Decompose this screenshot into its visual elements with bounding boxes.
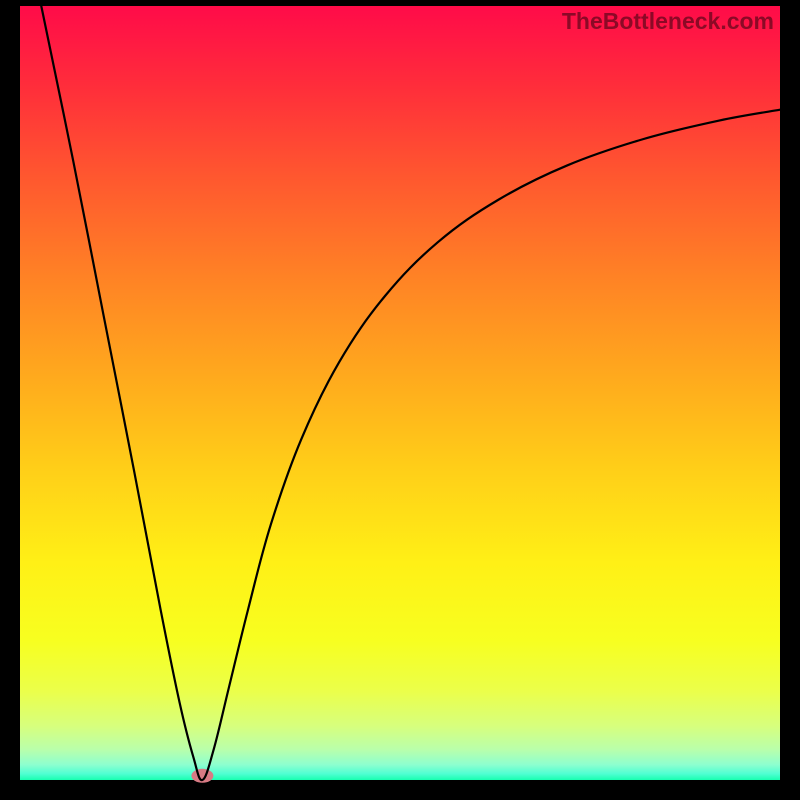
plot-area: TheBottleneck.com bbox=[20, 6, 780, 780]
watermark-text: TheBottleneck.com bbox=[562, 8, 774, 35]
curve-layer bbox=[20, 6, 780, 780]
bottleneck-curve bbox=[41, 6, 780, 780]
chart-frame: TheBottleneck.com bbox=[0, 0, 800, 800]
